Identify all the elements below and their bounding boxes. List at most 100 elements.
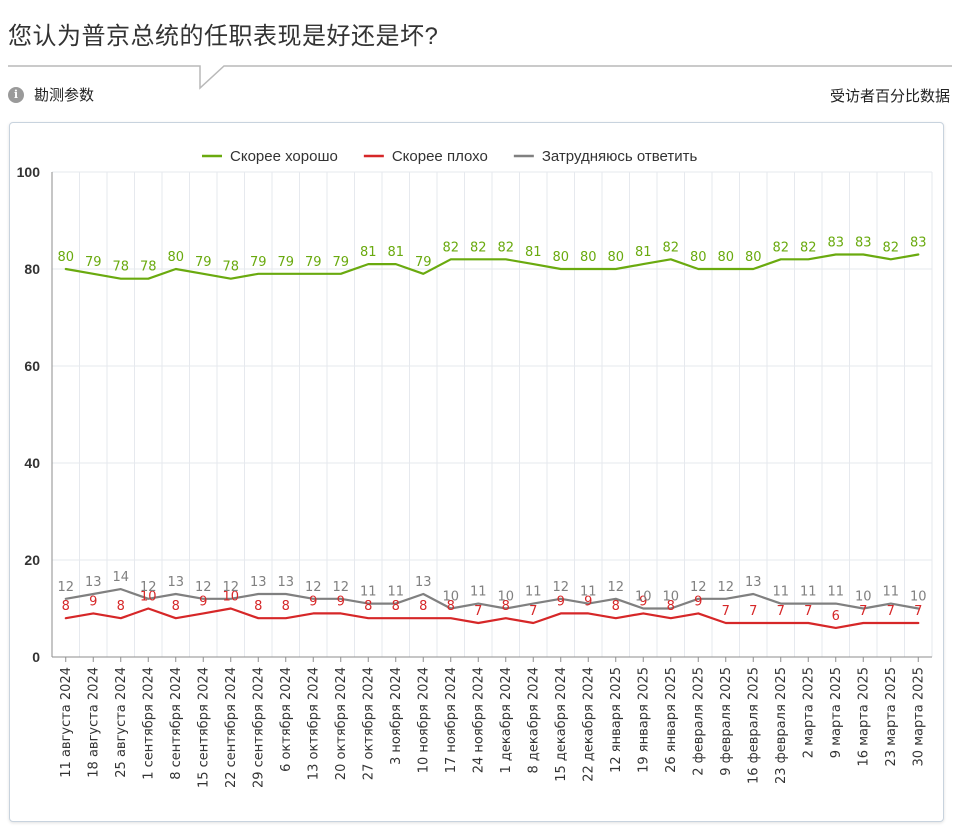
data-label: 7 [859, 604, 867, 619]
data-label: 11 [525, 585, 542, 600]
x-tick-label: 16 февраля 2025 [746, 667, 761, 784]
title-divider [8, 65, 952, 90]
data-label: 82 [497, 240, 514, 255]
data-label: 81 [525, 245, 542, 260]
chart-panel [9, 122, 944, 822]
units-label: 受访者百分比数据 [829, 88, 950, 105]
data-label: 10 [635, 590, 652, 605]
data-label: 11 [772, 585, 789, 600]
data-label: 11 [470, 585, 487, 600]
data-label: 12 [57, 580, 74, 595]
data-label: 12 [552, 580, 569, 595]
y-tick-label: 20 [24, 552, 40, 568]
x-tick-label: 9 марта 2025 [829, 667, 844, 758]
data-label: 8 [117, 599, 125, 614]
x-tick-label: 19 января 2025 [636, 667, 651, 773]
data-label: 11 [827, 585, 844, 600]
data-label: 11 [360, 585, 377, 600]
data-label: 9 [639, 594, 647, 609]
data-label: 7 [474, 604, 482, 619]
data-label: 10 [140, 590, 157, 605]
series-line [64, 607, 920, 630]
x-tick-label: 6 октября 2024 [279, 667, 294, 772]
data-label: 11 [882, 585, 899, 600]
x-tick-label: 12 января 2025 [609, 667, 624, 773]
data-label: 79 [85, 255, 102, 270]
data-label: 8 [254, 599, 262, 614]
x-tick-label: 11 августа 2024 [59, 667, 74, 778]
data-label: 78 [222, 260, 239, 275]
data-label: 83 [855, 235, 872, 250]
data-label: 12 [305, 580, 322, 595]
x-tick-label: 26 января 2025 [664, 667, 679, 773]
data-label: 79 [195, 255, 212, 270]
data-label: 11 [800, 585, 817, 600]
data-label: 82 [882, 240, 899, 255]
x-tick-label: 9 февраля 2025 [719, 667, 734, 776]
x-tick-label: 27 октября 2024 [361, 667, 376, 780]
data-label: 13 [167, 575, 184, 590]
data-label: 80 [717, 250, 734, 265]
x-tick-label: 3 ноября 2024 [389, 667, 404, 765]
survey-parameters-label: 勘测参数 [34, 87, 95, 104]
x-tick-label: 29 сентября 2024 [251, 667, 266, 788]
data-label: 79 [250, 255, 267, 270]
data-label: 82 [662, 240, 679, 255]
series-line [64, 587, 920, 610]
data-label: 80 [167, 250, 184, 265]
x-tick-label: 13 октября 2024 [306, 667, 321, 780]
data-label: 9 [337, 594, 345, 609]
series-line [64, 253, 920, 280]
data-label: 83 [910, 235, 927, 250]
x-tick-label: 22 декабря 2024 [581, 667, 596, 782]
data-label: 9 [694, 594, 702, 609]
legend-label: Скорее хорошо [230, 148, 338, 165]
data-label: 12 [690, 580, 707, 595]
data-label: 8 [447, 599, 455, 614]
data-label: 14 [112, 570, 129, 585]
data-label: 78 [140, 260, 157, 275]
x-tick-label: 23 февраля 2025 [774, 667, 789, 784]
data-label: 12 [222, 580, 239, 595]
y-tick-label: 40 [24, 455, 40, 471]
data-label: 10 [222, 590, 239, 605]
y-tick-label: 100 [17, 164, 41, 180]
x-tick-label: 20 октября 2024 [334, 667, 349, 780]
data-label: 13 [745, 575, 762, 590]
data-label: 81 [360, 245, 377, 260]
data-label: 8 [667, 599, 675, 614]
data-label: 79 [332, 255, 349, 270]
data-label: 80 [690, 250, 707, 265]
x-tick-label: 22 сентября 2024 [224, 667, 239, 788]
data-label: 79 [305, 255, 322, 270]
data-label: 10 [442, 590, 459, 605]
data-label: 11 [387, 585, 404, 600]
data-label: 12 [607, 580, 624, 595]
survey-parameters-link[interactable]: i 勘测参数 [8, 84, 94, 105]
info-icon: i [8, 86, 24, 103]
x-tick-label: 1 декабря 2024 [499, 667, 514, 774]
data-label: 13 [250, 575, 267, 590]
data-label: 7 [529, 604, 537, 619]
data-label: 9 [89, 594, 97, 609]
data-label: 80 [57, 250, 74, 265]
data-label: 7 [887, 604, 895, 619]
data-label: 12 [332, 580, 349, 595]
y-tick-label: 60 [24, 358, 40, 374]
data-label: 7 [722, 604, 730, 619]
data-label: 8 [282, 599, 290, 614]
data-label: 8 [172, 599, 180, 614]
data-label: 6 [832, 609, 840, 624]
x-tick-label: 1 сентября 2024 [141, 667, 156, 780]
data-label: 8 [419, 599, 427, 614]
data-label: 80 [745, 250, 762, 265]
data-label: 79 [415, 255, 432, 270]
x-tick-label: 8 сентября 2024 [169, 667, 184, 780]
x-tick-label: 2 февраля 2025 [691, 667, 706, 776]
x-tick-label: 8 декабря 2024 [526, 667, 541, 774]
data-label: 78 [112, 260, 129, 275]
x-tick-label: 30 марта 2025 [911, 667, 926, 766]
data-label: 81 [635, 245, 652, 260]
data-label: 82 [800, 240, 817, 255]
